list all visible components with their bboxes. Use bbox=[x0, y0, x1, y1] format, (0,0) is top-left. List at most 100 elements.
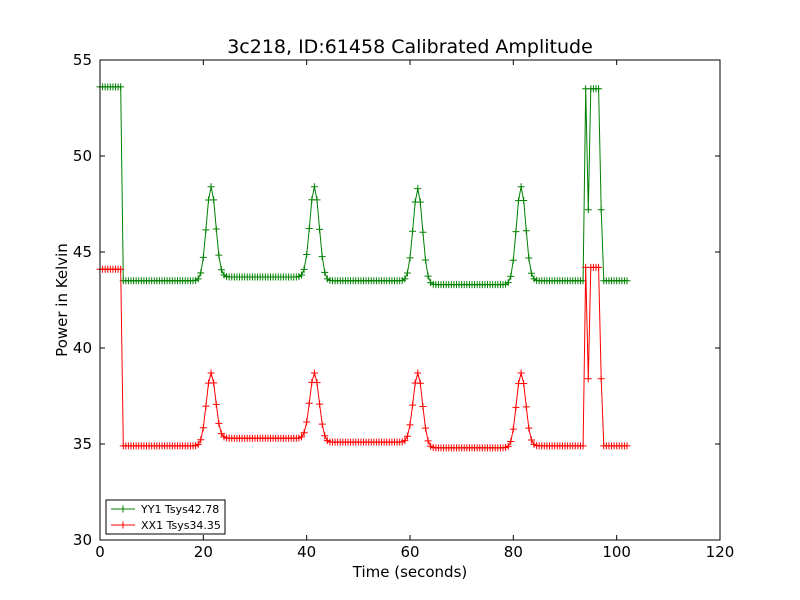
series-point bbox=[517, 369, 525, 377]
series-point bbox=[298, 433, 305, 441]
series-point bbox=[321, 432, 329, 440]
series-point bbox=[520, 380, 528, 388]
series-point bbox=[316, 400, 324, 408]
series-point bbox=[305, 399, 313, 407]
series-point bbox=[401, 437, 409, 445]
series-point bbox=[202, 402, 210, 410]
x-tick-label: 60 bbox=[400, 543, 419, 561]
series-point bbox=[117, 83, 125, 91]
series-point bbox=[207, 369, 215, 377]
y-tick-label: 40 bbox=[73, 339, 92, 357]
series-point bbox=[194, 440, 202, 448]
series-point bbox=[517, 183, 525, 191]
series-markers bbox=[96, 83, 631, 289]
series-point bbox=[527, 436, 535, 444]
x-tick-label: 80 bbox=[504, 543, 523, 561]
x-tick-label: 20 bbox=[194, 543, 213, 561]
series-point bbox=[406, 254, 414, 262]
series-point bbox=[597, 375, 605, 383]
series-point bbox=[584, 206, 592, 214]
series-point bbox=[318, 420, 326, 428]
series-point bbox=[207, 183, 215, 191]
series-point bbox=[527, 269, 535, 277]
series-point bbox=[509, 256, 517, 264]
series-point bbox=[424, 272, 432, 280]
legend: YY1 Tsys42.78 XX1 Tsys34.35 bbox=[105, 499, 226, 535]
series-point bbox=[409, 401, 417, 409]
x-tick-label: 120 bbox=[706, 543, 735, 561]
series-point bbox=[217, 266, 225, 274]
series-point bbox=[520, 196, 528, 204]
x-tick-label: 40 bbox=[297, 543, 316, 561]
y-tick-label: 45 bbox=[73, 243, 92, 261]
legend-entries: YY1 Tsys42.78 XX1 Tsys34.35 bbox=[111, 503, 221, 532]
chart-title: 3c218, ID:61458 Calibrated Amplitude bbox=[227, 36, 593, 58]
series-point bbox=[623, 442, 631, 450]
legend-marker bbox=[119, 505, 127, 513]
plot-area bbox=[100, 60, 720, 540]
series-point bbox=[409, 227, 417, 235]
series-point bbox=[403, 432, 411, 440]
series-point bbox=[401, 275, 409, 283]
series-point bbox=[579, 442, 587, 450]
series-point bbox=[197, 436, 205, 444]
series-point bbox=[525, 424, 533, 432]
series-point bbox=[210, 196, 218, 204]
series-point bbox=[424, 437, 432, 445]
series-point bbox=[215, 251, 223, 259]
series-point bbox=[202, 226, 210, 234]
series-point bbox=[504, 279, 512, 287]
series-point bbox=[212, 400, 220, 408]
series-point bbox=[403, 269, 411, 277]
series-point bbox=[422, 256, 429, 264]
series-point bbox=[310, 369, 318, 377]
series-point bbox=[597, 206, 605, 214]
series-point bbox=[313, 379, 321, 387]
y-tick-label: 55 bbox=[73, 51, 92, 69]
y-tick-label: 35 bbox=[73, 435, 92, 453]
x-tick-label: 0 bbox=[95, 543, 105, 561]
series-point bbox=[303, 418, 311, 426]
series-point bbox=[512, 403, 520, 411]
series-point bbox=[584, 375, 592, 383]
series-point bbox=[194, 275, 202, 283]
series-point bbox=[507, 272, 515, 280]
series-point bbox=[321, 268, 329, 276]
series-point bbox=[416, 198, 424, 206]
series-point bbox=[504, 442, 512, 450]
series-point bbox=[419, 228, 427, 236]
series-point bbox=[419, 402, 427, 410]
series-point bbox=[414, 369, 422, 377]
legend-label: XX1 Tsys34.35 bbox=[141, 519, 221, 532]
series-point bbox=[525, 254, 533, 262]
series-point bbox=[595, 263, 603, 271]
series-point bbox=[623, 277, 631, 285]
series-point bbox=[509, 425, 517, 433]
x-axis-label: Time (seconds) bbox=[352, 563, 468, 581]
series-point bbox=[210, 379, 218, 387]
series-point bbox=[199, 253, 207, 261]
series-point bbox=[406, 421, 414, 429]
series-point bbox=[300, 429, 308, 437]
legend-marker bbox=[119, 521, 127, 529]
y-axis-label: Power in Kelvin bbox=[53, 243, 71, 357]
series-point bbox=[117, 265, 125, 273]
x-tick-label: 100 bbox=[602, 543, 631, 561]
series-point bbox=[300, 265, 308, 273]
plot-frame bbox=[99, 59, 721, 541]
series-point bbox=[313, 196, 321, 204]
ticks-layer: 0 20 40 60 80 100 120 30 35 40 45 50 55 bbox=[73, 51, 734, 561]
series-point bbox=[416, 379, 424, 387]
y-tick-label: 50 bbox=[73, 147, 92, 165]
series-point bbox=[512, 228, 520, 236]
series-point bbox=[212, 225, 220, 233]
series-point bbox=[197, 269, 205, 277]
series-point bbox=[522, 403, 530, 411]
legend-label: YY1 Tsys42.78 bbox=[140, 503, 219, 516]
series-point bbox=[215, 419, 223, 427]
series-point bbox=[595, 85, 603, 93]
series-point bbox=[316, 225, 324, 233]
series-point bbox=[422, 424, 429, 432]
series-point bbox=[303, 250, 311, 258]
